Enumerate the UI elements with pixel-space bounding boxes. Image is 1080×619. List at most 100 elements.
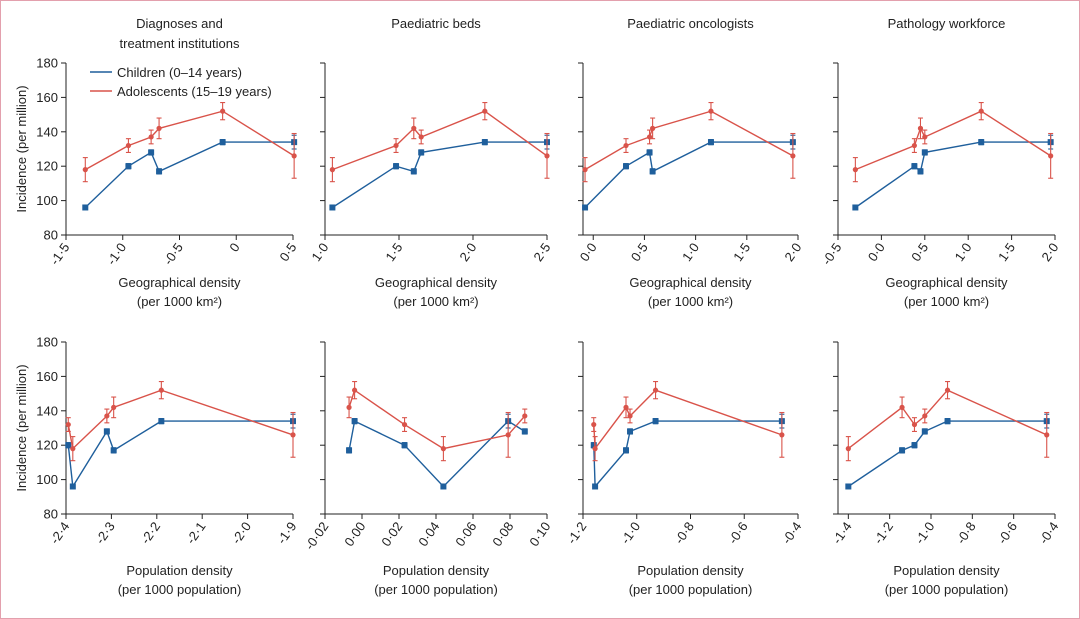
data-point <box>220 108 226 114</box>
x-tick-label: 1·0 <box>952 240 975 264</box>
x-tick-label: -1·4 <box>829 519 855 547</box>
data-point <box>401 442 408 449</box>
x-tick-label: 0·5 <box>628 240 651 264</box>
data-point <box>707 139 714 146</box>
x-tick-label: -0·02 <box>302 519 332 552</box>
data-point <box>410 168 417 175</box>
series-children <box>346 413 528 490</box>
x-axis-label: (per 1000 km²) <box>648 294 733 309</box>
data-point <box>148 134 154 140</box>
series-line-adolescents <box>332 110 548 171</box>
series-adolescents <box>582 102 796 183</box>
x-tick-label: 0·0 <box>577 240 600 264</box>
data-point <box>978 108 984 114</box>
y-tick-label: 160 <box>36 90 58 105</box>
column-title: Paediatric oncologists <box>627 16 754 31</box>
panel-1-1: -0·02 0·00 0·02 0·04 0·06 0·08 0·10 <box>302 341 553 553</box>
series-adolescents <box>845 381 1050 462</box>
data-point <box>944 387 951 393</box>
data-point <box>591 421 597 428</box>
data-point <box>1044 432 1050 438</box>
data-point <box>845 446 851 452</box>
data-point <box>623 404 629 410</box>
data-point <box>440 483 447 490</box>
series-line-children <box>847 420 1047 488</box>
data-point <box>65 442 72 449</box>
x-axis-label: (per 1000 population) <box>118 582 242 597</box>
data-point <box>911 163 918 170</box>
series-adolescents <box>329 102 550 183</box>
x-tick-label: 1·5 <box>995 240 1018 264</box>
data-point <box>104 413 110 419</box>
x-tick-label: 1·5 <box>730 240 753 264</box>
data-point <box>646 149 653 156</box>
panel-1-2: -1·2 -1·0 -0·8 -0·6 -0·4 <box>564 341 804 547</box>
y-tick-label: 120 <box>36 159 58 174</box>
x-tick-label: -1·2 <box>871 519 897 547</box>
data-point <box>481 139 488 146</box>
column-title: Diagnoses and <box>136 16 223 31</box>
series-line-children <box>854 141 1051 209</box>
data-point <box>290 432 296 438</box>
data-point <box>582 167 588 173</box>
data-point <box>921 149 928 156</box>
y-tick-label: 100 <box>36 472 58 487</box>
data-point <box>82 204 89 211</box>
series-line-adolescents <box>84 110 295 171</box>
data-point <box>69 483 76 490</box>
series-line-children <box>584 141 793 208</box>
y-axis-label: Incidence (per million) <box>14 364 29 491</box>
y-tick-label: 140 <box>36 403 58 418</box>
x-tick-label: -0·5 <box>819 240 845 268</box>
x-tick-label: 0·02 <box>378 519 405 549</box>
x-tick-label: -2·3 <box>92 519 118 547</box>
x-tick-label: -0·4 <box>1036 519 1062 547</box>
y-tick-label: 100 <box>36 193 58 208</box>
data-point <box>156 125 162 131</box>
data-point <box>627 428 634 435</box>
data-point <box>978 139 985 146</box>
x-axis-label: Population density <box>893 563 1000 578</box>
data-point <box>917 168 924 175</box>
series-children <box>590 413 785 490</box>
data-point <box>401 421 408 428</box>
x-tick-label: 0·08 <box>489 519 516 549</box>
data-point <box>922 413 928 419</box>
data-point <box>418 149 425 156</box>
series-line-children <box>67 420 293 489</box>
x-axis-label: Geographical density <box>629 275 752 290</box>
x-axis-label: (per 1000 population) <box>885 582 1009 597</box>
data-point <box>1048 153 1054 159</box>
y-tick-label: 120 <box>36 438 58 453</box>
x-tick-label: 1·5 <box>382 240 405 264</box>
data-point <box>346 447 353 454</box>
series-line-adolescents <box>348 389 526 450</box>
x-tick-label: -1·0 <box>618 519 644 547</box>
data-point <box>103 428 110 435</box>
x-tick-label: -1·0 <box>104 240 130 268</box>
data-point <box>652 418 659 425</box>
y-tick-label: 180 <box>36 56 58 71</box>
data-point <box>592 483 599 490</box>
data-point <box>65 421 71 428</box>
data-point <box>649 168 656 175</box>
x-axis-label: Geographical density <box>118 275 241 290</box>
data-point <box>158 418 165 425</box>
x-tick-label: -0·6 <box>725 519 751 547</box>
data-point <box>623 447 629 454</box>
data-point <box>845 483 852 490</box>
data-point <box>899 447 906 454</box>
data-point <box>351 418 358 425</box>
y-tick-label: 80 <box>44 228 58 243</box>
series-children <box>329 134 550 211</box>
data-point <box>125 142 132 149</box>
data-point <box>346 404 352 410</box>
x-tick-label: 0 <box>226 240 242 255</box>
series-line-children <box>348 420 526 488</box>
x-tick-label: -1·0 <box>912 519 938 547</box>
series-line-children <box>593 420 782 489</box>
data-point <box>393 142 399 149</box>
x-axis-label: (per 1000 km²) <box>904 294 989 309</box>
x-tick-label: -2·1 <box>183 519 209 547</box>
